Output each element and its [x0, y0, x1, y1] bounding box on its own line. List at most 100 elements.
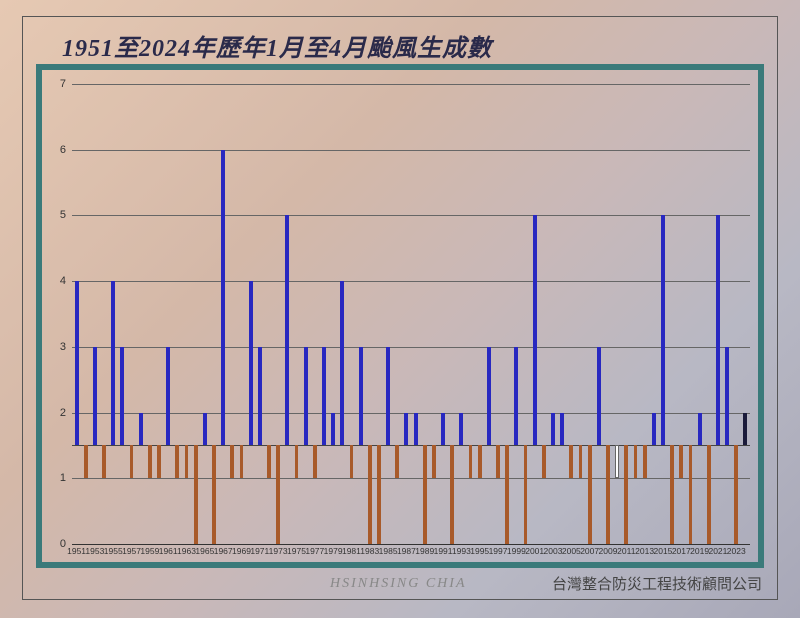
bar — [652, 413, 656, 446]
gridline — [72, 84, 750, 85]
gridline — [72, 544, 750, 545]
x-axis-label: 2017 — [672, 546, 691, 556]
y-axis-label: 7 — [60, 78, 66, 90]
bar — [414, 413, 418, 446]
bar — [359, 347, 363, 446]
bar — [597, 347, 601, 446]
bar — [569, 445, 573, 478]
x-axis-label: 1983 — [360, 546, 379, 556]
gridline — [72, 347, 750, 348]
x-axis-label: 1955 — [104, 546, 123, 556]
bar — [304, 347, 308, 446]
x-axis-label: 1989 — [415, 546, 434, 556]
x-axis-label: 1953 — [85, 546, 104, 556]
x-axis-label: 2015 — [653, 546, 672, 556]
bar — [221, 150, 225, 446]
bar — [505, 445, 509, 544]
bar — [130, 445, 134, 478]
footer-credit: 台灣整合防災工程技術顧問公司 — [552, 573, 762, 594]
x-axis-label: 1967 — [214, 546, 233, 556]
bar — [240, 445, 244, 478]
bar — [734, 445, 738, 544]
x-axis-label: 1971 — [250, 546, 269, 556]
bar — [707, 445, 711, 544]
x-axis-label: 2019 — [690, 546, 709, 556]
bar — [84, 445, 88, 478]
bar — [478, 445, 482, 478]
bar — [102, 445, 106, 478]
bar — [716, 215, 720, 445]
bar — [249, 281, 253, 445]
bar — [285, 215, 289, 445]
bar — [340, 281, 344, 445]
bar — [661, 215, 665, 445]
bar — [643, 445, 647, 478]
bar — [615, 445, 619, 478]
bar — [295, 445, 299, 478]
bar — [395, 445, 399, 478]
x-axis-label: 1999 — [507, 546, 526, 556]
x-axis-label: 1995 — [470, 546, 489, 556]
x-axis-label: 1977 — [305, 546, 324, 556]
bar — [743, 413, 747, 446]
bar — [725, 347, 729, 446]
bar — [203, 413, 207, 446]
y-axis-label: 6 — [60, 144, 66, 156]
bar — [459, 413, 463, 446]
bar — [689, 445, 693, 544]
x-axis-label: 1997 — [489, 546, 508, 556]
bar — [93, 347, 97, 446]
bar — [404, 413, 408, 446]
bar — [579, 445, 583, 478]
x-axis-label: 2007 — [580, 546, 599, 556]
bar — [350, 445, 354, 478]
bar — [450, 445, 454, 544]
bar — [157, 445, 161, 478]
bar — [551, 413, 555, 446]
bar — [212, 445, 216, 544]
bar — [166, 347, 170, 446]
bar — [533, 215, 537, 445]
bar — [111, 281, 115, 445]
y-axis-label: 2 — [60, 407, 66, 419]
bar — [670, 445, 674, 544]
bar — [377, 445, 381, 544]
bar — [496, 445, 500, 478]
x-axis-label: 1987 — [397, 546, 416, 556]
bar — [679, 445, 683, 478]
x-axis-label: 1991 — [434, 546, 453, 556]
y-axis-label: 0 — [60, 538, 66, 550]
bar — [148, 445, 152, 478]
bar — [698, 413, 702, 446]
bar — [368, 445, 372, 544]
bar — [230, 445, 234, 478]
bar — [634, 445, 638, 478]
watermark: HSINHSING CHIA — [330, 576, 467, 592]
x-axis-label: 2013 — [635, 546, 654, 556]
x-axis-label: 1979 — [324, 546, 343, 556]
bar — [423, 445, 427, 544]
bar — [185, 445, 189, 478]
x-axis-label: 1963 — [177, 546, 196, 556]
bar — [487, 347, 491, 446]
x-axis-label: 1993 — [452, 546, 471, 556]
x-axis-label: 1981 — [342, 546, 361, 556]
bar — [588, 445, 592, 544]
bar — [139, 413, 143, 446]
plot-area: 0123456719511953195519571959196119631965… — [72, 84, 750, 544]
x-axis-label: 2009 — [599, 546, 618, 556]
bar — [276, 445, 280, 544]
bar — [514, 347, 518, 446]
gridline — [72, 215, 750, 216]
x-axis-label: 1951 — [67, 546, 86, 556]
y-axis-label: 3 — [60, 341, 66, 353]
y-axis-label: 1 — [60, 472, 66, 484]
bar — [469, 445, 473, 478]
bar — [560, 413, 564, 446]
bar — [432, 445, 436, 478]
bar — [120, 347, 124, 446]
x-axis-label: 2023 — [727, 546, 746, 556]
bar — [606, 445, 610, 544]
x-axis-label: 1959 — [140, 546, 159, 556]
chart-title: 1951至2024年歷年1月至4月颱風生成數 — [62, 28, 492, 63]
